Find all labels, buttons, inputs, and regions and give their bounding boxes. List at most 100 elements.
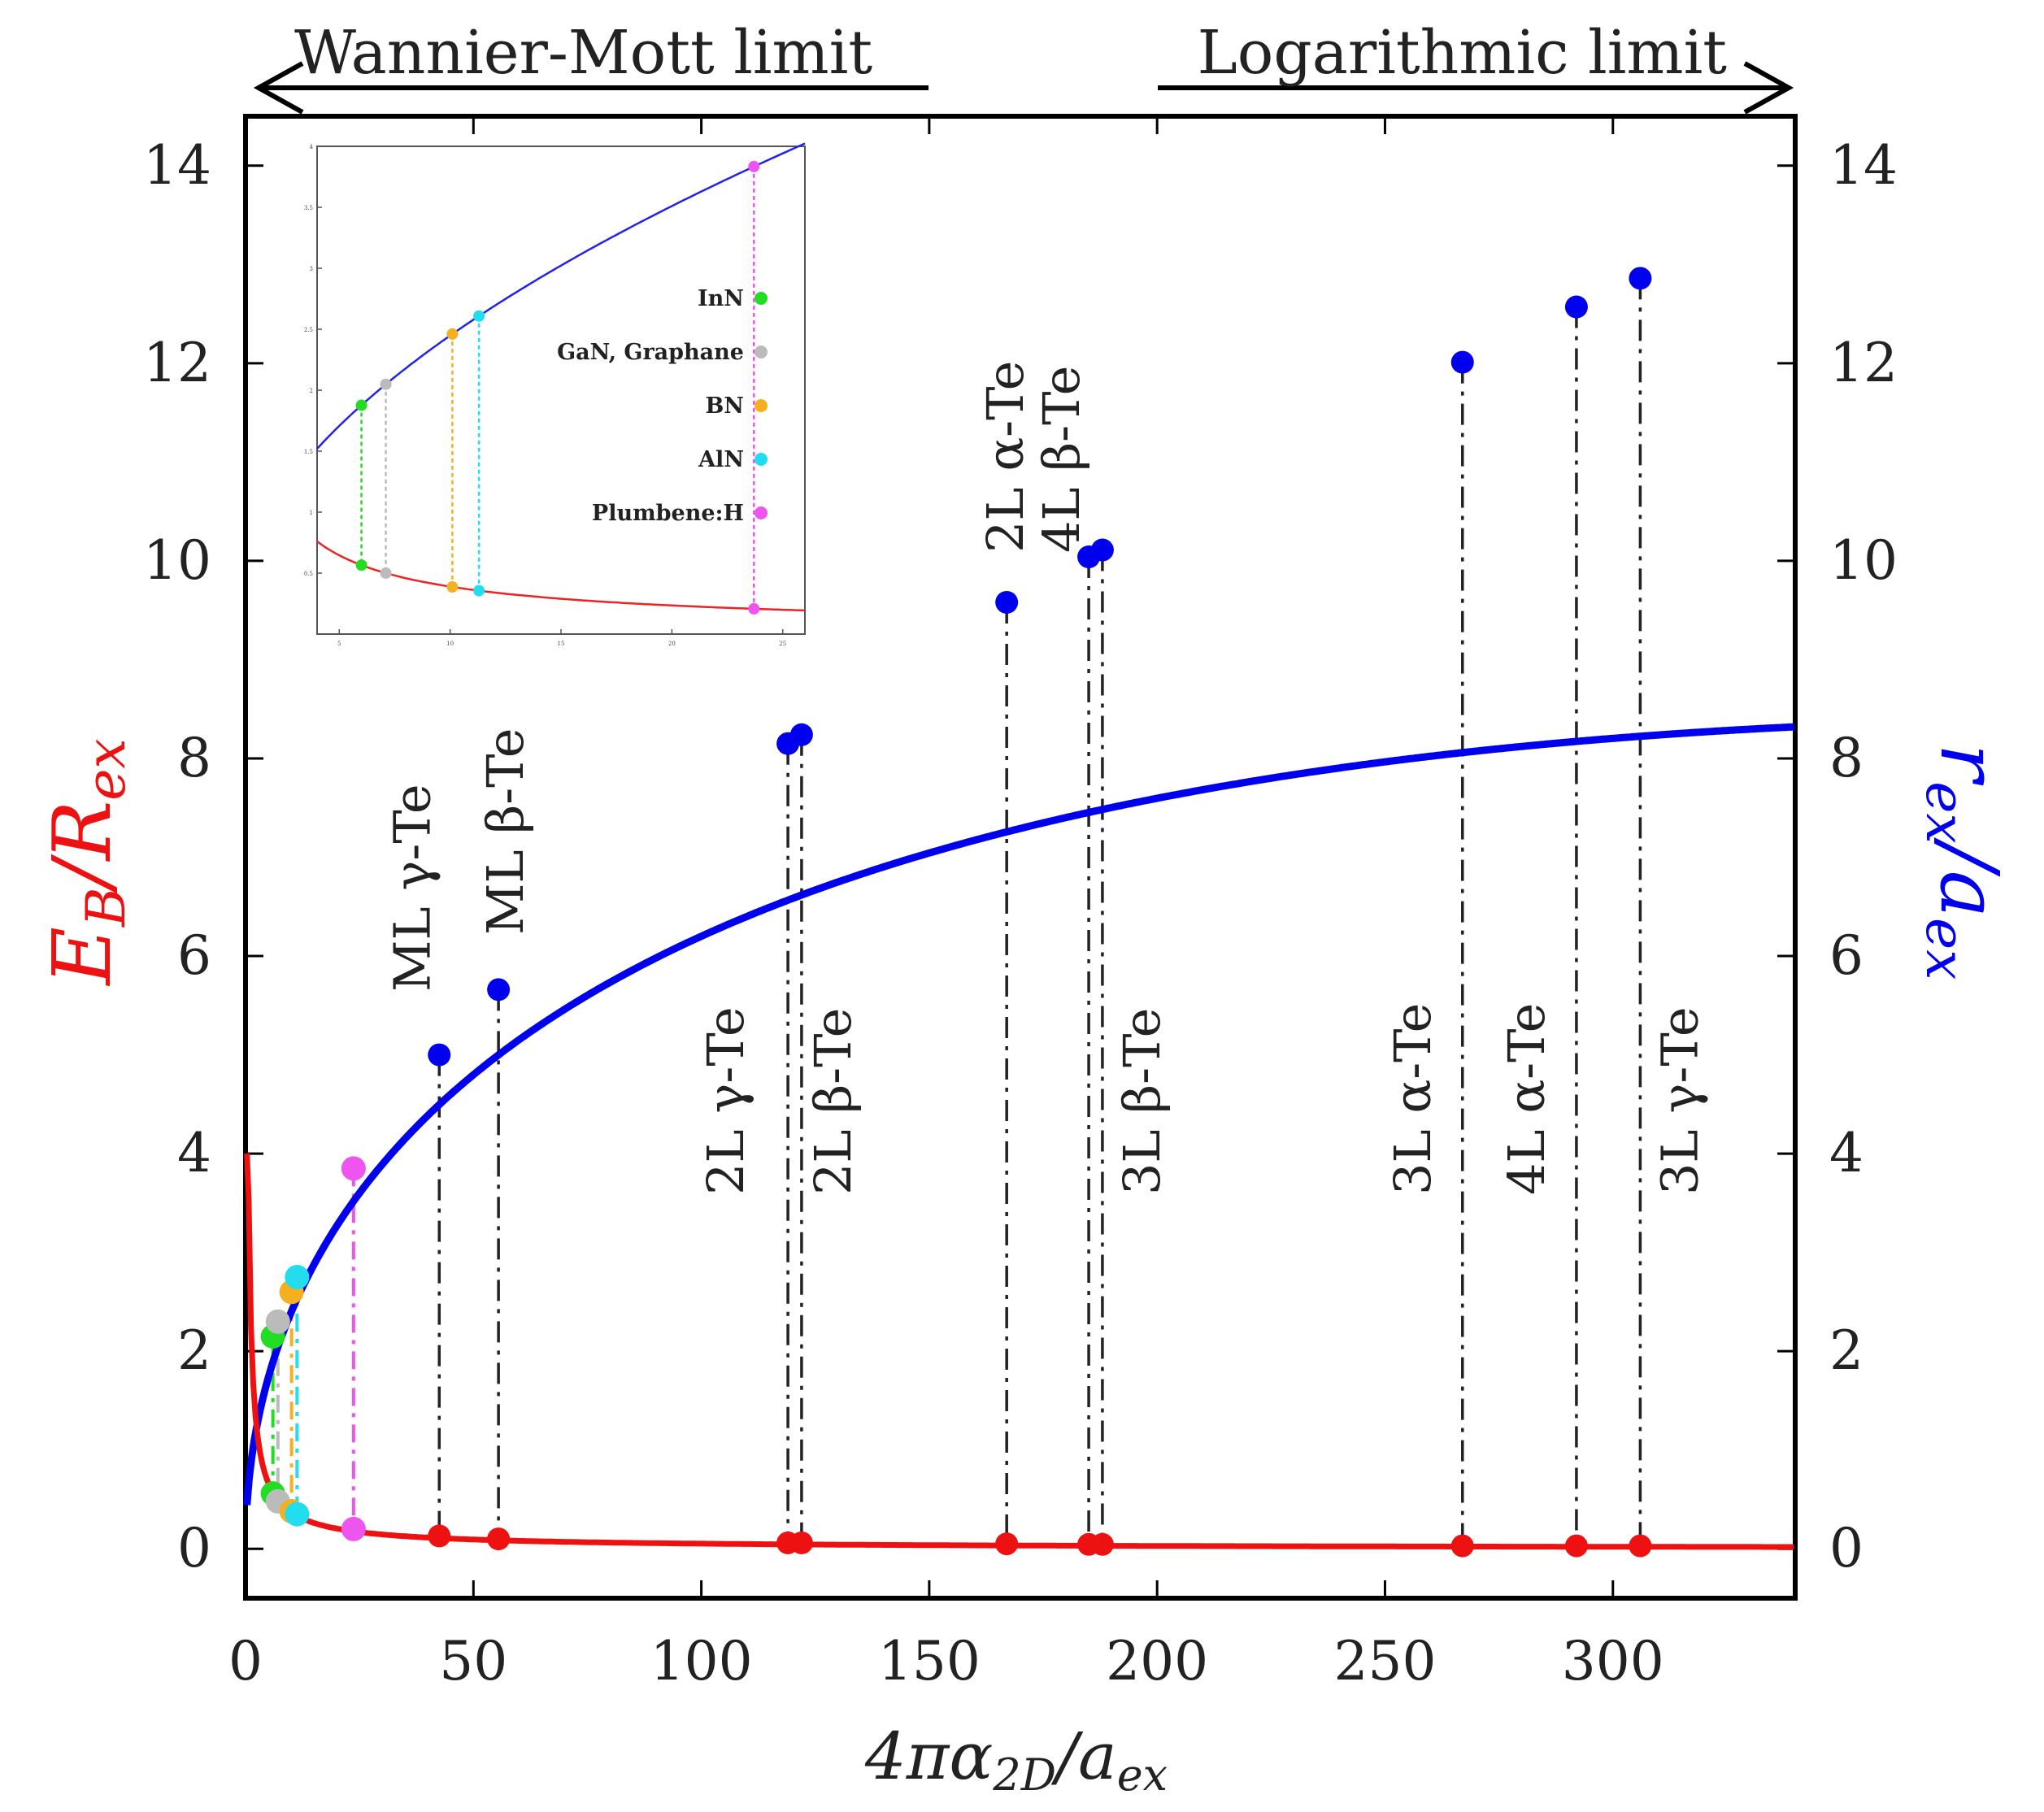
- inset-rex-point-aln: [473, 310, 485, 322]
- main-rex-point-plumbene-h: [341, 1156, 366, 1181]
- y-tick-label-right: 10: [1829, 529, 1898, 592]
- y-tick-label-right: 8: [1829, 727, 1864, 789]
- inset-y-tick-label: 0.5: [304, 571, 313, 577]
- y-tick-label-left: 10: [143, 529, 211, 592]
- inset-y-tick-label: 1.5: [304, 449, 313, 455]
- material-label-ml-te: ML γ-Te: [382, 784, 441, 992]
- regime-arrows: Wannier-Mott limit Logarithmic limit: [253, 18, 1794, 115]
- logarithmic-arrowhead: [1743, 61, 1794, 115]
- material-points: [260, 267, 1652, 1558]
- rex-point-2l-te: [789, 723, 813, 746]
- y-tick-label-right: 2: [1829, 1319, 1864, 1382]
- inset-eb-point-aln: [473, 584, 485, 597]
- eb-point-2l-te: [995, 1532, 1019, 1556]
- inset-legend-marker-bn: [755, 399, 768, 412]
- eb-point-3l-te: [1629, 1534, 1652, 1558]
- rex-point-ml-te: [487, 978, 511, 1002]
- y-axis-right-label: rex/aex: [1914, 744, 2015, 980]
- rex-point-4l-te: [1564, 295, 1588, 319]
- inset-ticks: 5 10 15 20 25 0.5 1 1.5 2 2.5 3 3.5 4: [304, 144, 786, 647]
- y-axis-left-label: EB/Rex: [37, 738, 137, 986]
- y-tick-label-left: 14: [143, 134, 211, 197]
- inset-y-tick-label: 3.5: [304, 205, 313, 211]
- main-eb-point-aln: [285, 1501, 310, 1527]
- inset-legend-label-aln: AlN: [698, 447, 744, 472]
- rex-point-3l-te: [1450, 350, 1474, 374]
- inset-y-tick-label: 2.5: [304, 327, 313, 333]
- inset-drop-lines: [360, 166, 755, 609]
- inset-y-tick-label: 3: [310, 266, 313, 272]
- inset-legend-label-bn: BN: [705, 393, 744, 419]
- inset-legend: InN GaN, Graphane BN AlN Plumbene:H: [557, 286, 768, 526]
- y-tick-label-right: 4: [1829, 1122, 1864, 1184]
- material-label-3l-te: 3L γ-Te: [1650, 1006, 1709, 1195]
- eb-point-3l-te: [1450, 1534, 1474, 1558]
- material-label-4l-te: 4L β-Te: [1032, 366, 1091, 553]
- x-tick-label: 0: [228, 1630, 263, 1693]
- main-eb-point-plumbene-h: [341, 1516, 366, 1541]
- material-label-2l-te: 2L γ-Te: [696, 1006, 755, 1195]
- inset-y-tick-label: 2: [310, 388, 313, 394]
- y-tick-label-left: 6: [177, 924, 211, 987]
- eb-curve: [244, 1153, 1794, 1550]
- y-tick-label-left: 12: [143, 332, 211, 394]
- inset-rex-point-inn: [355, 399, 367, 411]
- material-label-3l-te: 3L β-Te: [1112, 1008, 1172, 1195]
- inset-x-tick-label: 5: [337, 641, 341, 647]
- inset-rex-point-bn: [446, 328, 459, 340]
- inset-eb-curve: [316, 540, 806, 612]
- y-tick-label-right: 14: [1829, 134, 1898, 197]
- logarithmic-label: Logarithmic limit: [1198, 18, 1728, 88]
- y-tick-label-right: 6: [1829, 924, 1864, 987]
- y-tick-label-left: 8: [177, 727, 211, 789]
- rex-point-3l-te: [1090, 538, 1114, 562]
- x-tick-label: 200: [1106, 1630, 1208, 1693]
- x-tick-label: 50: [439, 1630, 507, 1693]
- x-tick-label: 250: [1333, 1630, 1436, 1693]
- wannier-mott-label: Wannier-Mott limit: [294, 18, 872, 88]
- rex-point-2l-te: [995, 590, 1019, 614]
- inset-legend-marker-gan-graphane: [755, 345, 768, 358]
- material-label-2l-te: 2L β-Te: [803, 1008, 863, 1195]
- inset-rex-point-gan-graphane: [380, 378, 392, 390]
- inset-x-tick-label: 10: [446, 641, 454, 647]
- material-label-2l-te: 2L α-Te: [976, 361, 1035, 553]
- material-label-3l-te: 3L α-Te: [1383, 1003, 1442, 1195]
- inset-x-tick-label: 20: [668, 641, 676, 647]
- material-drop-lines: [271, 278, 1642, 1546]
- inset-y-tick-label: 1: [310, 510, 313, 516]
- x-tick-label: 100: [650, 1630, 753, 1693]
- eb-point-ml-te: [487, 1527, 511, 1551]
- inset-legend-marker-inn: [755, 292, 768, 305]
- main-rex-point-aln: [285, 1265, 310, 1290]
- inset-legend-marker-aln: [755, 453, 768, 466]
- x-axis-label: 4πα2D/aex: [864, 1719, 1168, 1801]
- inset-eb-point-inn: [355, 559, 367, 571]
- eb-point-2l-te: [789, 1531, 813, 1554]
- x-tick-label: 300: [1562, 1630, 1664, 1693]
- inset-legend-marker-plumbene-h: [755, 506, 768, 519]
- plot-frame: [243, 114, 1798, 1601]
- inset-x-tick-label: 15: [558, 641, 565, 647]
- x-tick-label: 150: [878, 1630, 981, 1693]
- inset-legend-label-inn: InN: [698, 286, 744, 311]
- eb-point-3l-te: [1090, 1532, 1114, 1556]
- y-tick-label-left: 2: [177, 1319, 211, 1382]
- inset-rex-point-plumbene-h: [748, 160, 760, 172]
- main-rex-point-gan-graphane: [265, 1309, 290, 1334]
- y-tick-label-right: 0: [1829, 1517, 1864, 1580]
- inset-y-tick-label: 4: [310, 144, 314, 150]
- material-label-4l-te: 4L α-Te: [1497, 1003, 1556, 1195]
- inset-legend-label-gan-graphane: GaN, Graphane: [557, 340, 744, 365]
- inset-points: [355, 160, 760, 615]
- wannier-mott-arrowhead: [253, 61, 304, 115]
- inset: 5 10 15 20 25 0.5 1 1.5 2 2.5 3 3.5 4 InN GaN, Grapha…: [304, 142, 806, 647]
- rex-curve: [243, 723, 1795, 1506]
- eb-point-ml-te: [428, 1524, 451, 1548]
- material-label-ml-te: ML β-Te: [476, 728, 535, 935]
- y-tick-label-right: 12: [1829, 332, 1898, 394]
- inset-eb-point-bn: [446, 581, 459, 593]
